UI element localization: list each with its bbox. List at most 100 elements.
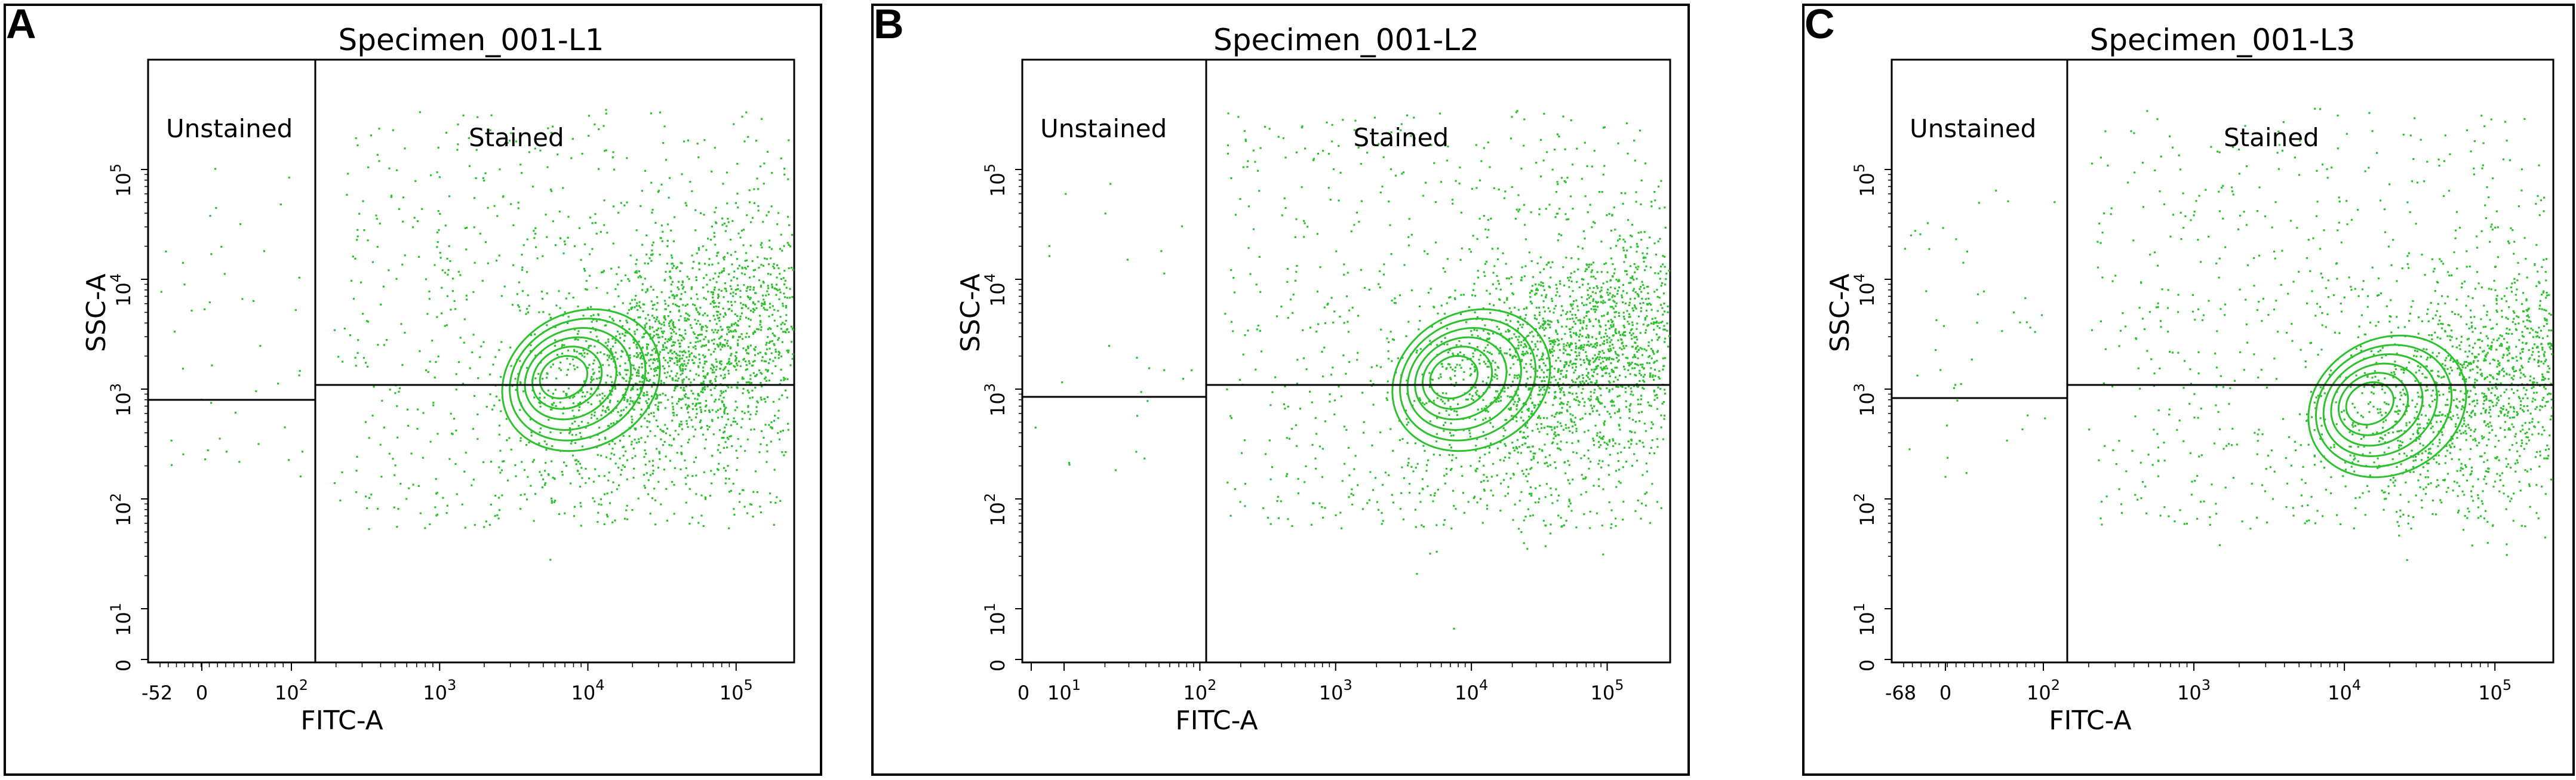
scatter-point bbox=[1608, 372, 1610, 375]
scatter-point bbox=[219, 437, 221, 440]
scatter-point bbox=[1287, 317, 1289, 319]
scatter-point bbox=[742, 347, 745, 350]
scatter-point bbox=[608, 425, 610, 427]
scatter-point bbox=[1521, 443, 1524, 446]
scatter-point bbox=[1664, 337, 1667, 340]
scatter-point bbox=[731, 220, 734, 222]
scatter-point bbox=[165, 250, 167, 252]
scatter-point bbox=[1489, 312, 1492, 314]
scatter-point bbox=[1480, 160, 1483, 162]
scatter-point bbox=[546, 236, 548, 238]
scatter-point bbox=[1599, 431, 1601, 434]
scatter-point bbox=[670, 254, 673, 257]
scatter-point bbox=[748, 381, 751, 384]
scatter-point bbox=[638, 402, 641, 404]
scatter-point bbox=[339, 500, 342, 502]
scatter-point bbox=[1569, 310, 1572, 313]
scatter-point bbox=[412, 483, 414, 486]
scatter-point bbox=[779, 273, 781, 275]
scatter-point bbox=[1305, 368, 1308, 371]
scatter-point bbox=[583, 267, 585, 270]
scatter-point bbox=[718, 444, 720, 446]
scatter-point bbox=[1490, 489, 1492, 492]
scatter-point bbox=[1284, 156, 1287, 159]
scatter-point bbox=[375, 214, 377, 217]
scatter-point bbox=[636, 372, 638, 374]
scatter-point bbox=[553, 477, 556, 480]
scatter-point bbox=[1628, 408, 1631, 411]
scatter-point bbox=[551, 404, 554, 406]
scatter-point bbox=[698, 358, 701, 360]
scatter-point bbox=[416, 220, 419, 223]
scatter-point bbox=[718, 319, 721, 322]
scatter-point bbox=[464, 227, 466, 229]
scatter-point bbox=[746, 332, 748, 335]
scatter-point bbox=[427, 371, 429, 373]
scatter-point bbox=[1579, 329, 1581, 332]
scatter-point bbox=[1440, 304, 1443, 307]
scatter-point bbox=[574, 460, 577, 462]
scatter-point bbox=[1507, 387, 1510, 389]
scatter-point bbox=[1628, 304, 1630, 306]
scatter-point bbox=[1449, 366, 1452, 369]
scatter-point bbox=[1252, 149, 1255, 152]
scatter-point bbox=[1587, 359, 1589, 362]
scatter-point bbox=[616, 374, 619, 377]
scatter-point bbox=[646, 343, 648, 346]
scatter-point bbox=[1387, 391, 1389, 394]
scatter-point bbox=[770, 273, 772, 276]
scatter-point bbox=[1446, 328, 1448, 330]
scatter-point bbox=[1664, 357, 1666, 359]
scatter-point bbox=[370, 494, 373, 496]
scatter-point bbox=[241, 298, 244, 300]
x-axis-label: FITC-A bbox=[300, 705, 383, 736]
scatter-point bbox=[1606, 339, 1608, 341]
scatter-point bbox=[1524, 337, 1527, 340]
scatter-point bbox=[1524, 317, 1526, 320]
scatter-point bbox=[1493, 376, 1496, 378]
scatter-point bbox=[1527, 387, 1530, 390]
scatter-point bbox=[1494, 362, 1496, 364]
scatter-point bbox=[444, 325, 446, 327]
scatter-point bbox=[1512, 398, 1514, 400]
scatter-point bbox=[761, 118, 763, 120]
scatter-point bbox=[752, 364, 754, 366]
scatter-point bbox=[789, 245, 792, 248]
scatter-point bbox=[1327, 153, 1330, 155]
scatter-point bbox=[527, 311, 529, 313]
scatter-point bbox=[695, 493, 697, 495]
scatter-point bbox=[598, 503, 600, 505]
scatter-point bbox=[714, 272, 717, 275]
scatter-point bbox=[534, 377, 537, 380]
scatter-point bbox=[554, 244, 557, 246]
scatter-point bbox=[597, 521, 599, 523]
scatter-point bbox=[691, 475, 694, 477]
scatter-point bbox=[1641, 252, 1644, 254]
scatter-point bbox=[1455, 411, 1458, 413]
scatter-point bbox=[1591, 346, 1594, 348]
scatter-point bbox=[1521, 326, 1523, 328]
scatter-point bbox=[534, 233, 537, 235]
scatter-point bbox=[1544, 401, 1547, 404]
scatter-point bbox=[697, 334, 700, 336]
scatter-point bbox=[660, 401, 662, 404]
scatter-point bbox=[711, 482, 713, 485]
scatter-point bbox=[628, 435, 631, 437]
scatter-point bbox=[767, 263, 770, 266]
scatter-point bbox=[1530, 352, 1532, 354]
scatter-point bbox=[454, 308, 457, 310]
scatter-point bbox=[702, 380, 705, 383]
scatter-point bbox=[1575, 351, 1577, 353]
scatter-point bbox=[1524, 425, 1527, 427]
scatter-point bbox=[694, 304, 696, 307]
scatter-point bbox=[337, 356, 340, 358]
scatter-point bbox=[462, 383, 464, 385]
scatter-point bbox=[1269, 478, 1272, 480]
scatter-point bbox=[1610, 279, 1612, 281]
scatter-point bbox=[1226, 144, 1229, 147]
scatter-point bbox=[1515, 111, 1517, 113]
scatter-point bbox=[1562, 352, 1564, 354]
scatter-point bbox=[549, 317, 552, 319]
scatter-point bbox=[1494, 369, 1496, 371]
scatter-point bbox=[721, 217, 724, 220]
